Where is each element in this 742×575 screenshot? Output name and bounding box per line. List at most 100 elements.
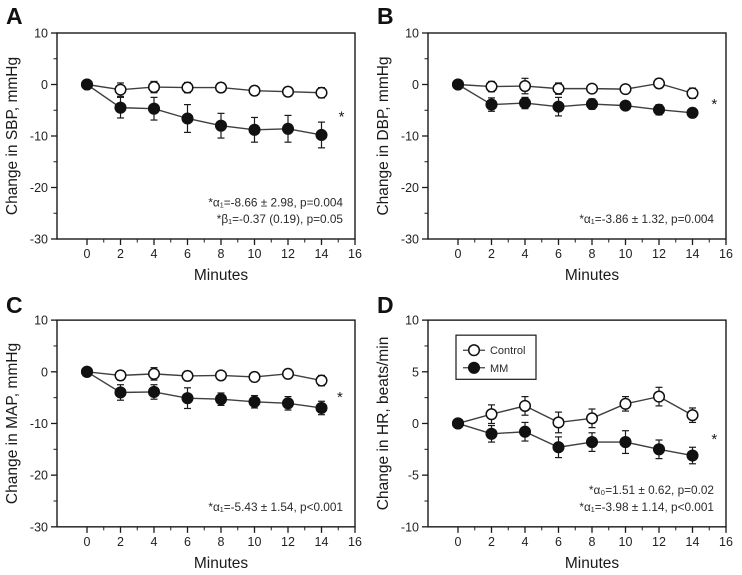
- panel-a-chart: A Change in SBP, mmHg Minutes 0 2 4 6 8 10 12 1…: [4, 3, 362, 284]
- data-point-mm: [214, 119, 228, 132]
- panel-c: C Change in MAP, mmHg Minutes 0 2 4 6 8 10 12 1…: [0, 287, 371, 575]
- significance-star: *: [339, 108, 345, 125]
- x-tick-label: 12: [281, 247, 295, 261]
- x-tick-label: 14: [686, 535, 700, 549]
- x-tick-label: 6: [184, 535, 191, 549]
- panel-c-chart: C Change in MAP, mmHg Minutes 0 2 4 6 8 10 12 1…: [4, 292, 362, 572]
- data-point-control: [485, 408, 498, 421]
- data-point-mm: [652, 103, 666, 116]
- data-point-control: [585, 82, 599, 95]
- y-tick-label: -10: [30, 417, 48, 431]
- y-tick-label: -10: [401, 520, 419, 534]
- x-tick-label: 10: [248, 247, 262, 261]
- y-tick-label: -30: [30, 520, 48, 534]
- x-axis-label: Minutes: [194, 267, 249, 284]
- y-tick-label: 10: [34, 314, 48, 328]
- data-point-mm: [181, 112, 194, 125]
- data-point-mm: [451, 417, 465, 430]
- data-point-mm: [585, 98, 599, 111]
- x-tick-label: 10: [248, 535, 262, 549]
- x-tick-label: 14: [315, 535, 329, 549]
- x-tick-label: 6: [555, 247, 562, 261]
- plot-area: 0 2 4 6 8 10 12 14 16 10 0 -10 -20 -30 *α₁=-8.66 ± 2.9…: [30, 27, 362, 262]
- data-point-control: [214, 81, 228, 94]
- y-tick-label: 10: [405, 27, 419, 41]
- data-point-mm: [80, 78, 94, 91]
- panel-a: A Change in SBP, mmHg Minutes 0 2 4 6 8 10 12 1…: [0, 0, 371, 287]
- data-point-mm: [281, 397, 295, 410]
- data-point-mm: [147, 385, 161, 399]
- data-point-control: [619, 83, 632, 96]
- stat-annotation: *α₁=-3.86 ± 1.32, p=0.004: [579, 212, 714, 226]
- stat-annotation: *α₁=-5.43 ± 1.54, p<0.001: [208, 500, 343, 514]
- panel-letter: B: [377, 3, 394, 29]
- x-tick-label: 14: [315, 247, 329, 261]
- data-point-control: [518, 79, 532, 93]
- stat-annotation: *α₀=1.51 ± 0.62, p=0.02: [589, 483, 714, 497]
- x-tick-label: 4: [522, 535, 529, 549]
- data-point-mm: [181, 392, 194, 405]
- x-tick-label: 16: [348, 247, 362, 261]
- y-tick-label: 10: [405, 314, 419, 328]
- x-tick-label: 16: [719, 535, 733, 549]
- x-tick-label: 8: [589, 535, 596, 549]
- x-tick-label: 16: [719, 247, 733, 261]
- data-point-mm: [552, 100, 565, 113]
- data-point-control: [281, 367, 295, 380]
- panel-d: D Change in HR, beats/min Minutes 0 2 4 6 8 1…: [371, 287, 742, 575]
- data-point-control: [315, 86, 328, 99]
- x-tick-label: 0: [84, 535, 91, 549]
- data-point-mm: [485, 98, 498, 111]
- data-point-control: [686, 87, 699, 100]
- data-point-control: [147, 81, 161, 94]
- data-point-control: [652, 390, 666, 403]
- data-point-mm: [686, 449, 699, 462]
- data-point-control: [248, 84, 261, 97]
- plot-area: 0 2 4 6 8 10 12 14 16 10 0 -10 -20 -30 *α₁=-5.43 ± 1.5…: [30, 314, 362, 549]
- data-point-control: [585, 412, 599, 425]
- x-tick-label: 2: [117, 247, 124, 261]
- x-tick-label: 8: [589, 247, 596, 261]
- data-point-mm: [585, 436, 599, 449]
- x-tick-label: 8: [218, 247, 225, 261]
- data-point-control: [147, 367, 161, 380]
- x-tick-label: 2: [117, 535, 124, 549]
- data-point-mm: [451, 78, 465, 91]
- data-point-control: [181, 81, 194, 94]
- y-tick-label: -10: [30, 130, 48, 144]
- stat-annotation: *α₁=-8.66 ± 2.98, p=0.004: [208, 196, 343, 210]
- legend-marker-control: [467, 344, 481, 357]
- plot-area: 0 2 4 6 8 10 12 14 16 10 0 -10 -20 -30 *α₁=-3.86 ± 1.3…: [401, 27, 733, 262]
- x-tick-label: 12: [281, 535, 295, 549]
- data-point-control: [114, 83, 127, 96]
- x-tick-label: 6: [555, 535, 562, 549]
- data-point-mm: [686, 106, 699, 119]
- panel-b-chart: B Change in DBP, mmHg Minutes 0 2 4 6 8 10 12 1…: [375, 3, 733, 284]
- stat-annotation: *β₁=-0.37 (0.19), p=0.05: [217, 212, 344, 226]
- x-axis-label: Minutes: [194, 555, 248, 572]
- data-point-mm: [315, 401, 328, 415]
- x-tick-label: 8: [218, 535, 225, 549]
- data-point-control: [686, 409, 699, 422]
- data-point-mm: [518, 425, 532, 438]
- y-axis-label: Change in HR, beats/min: [375, 337, 392, 511]
- data-point-control: [552, 82, 565, 95]
- y-axis-label: Change in DBP, mmHg: [375, 56, 392, 215]
- data-point-control: [181, 369, 194, 382]
- y-tick-label: -10: [401, 130, 419, 144]
- x-tick-label: 6: [184, 247, 191, 261]
- data-point-mm: [518, 96, 532, 110]
- y-axis-label: Change in MAP, mmHg: [4, 343, 21, 504]
- y-tick-label: 0: [412, 78, 419, 92]
- x-tick-label: 14: [686, 247, 700, 261]
- x-tick-label: 0: [455, 535, 462, 549]
- data-point-control: [619, 397, 632, 410]
- data-point-control: [281, 85, 295, 98]
- data-point-control: [485, 80, 498, 93]
- x-tick-label: 0: [455, 247, 462, 261]
- y-tick-label: 0: [41, 78, 48, 92]
- panel-letter: D: [377, 292, 394, 318]
- data-point-control: [652, 77, 666, 90]
- panel-letter: A: [6, 3, 23, 29]
